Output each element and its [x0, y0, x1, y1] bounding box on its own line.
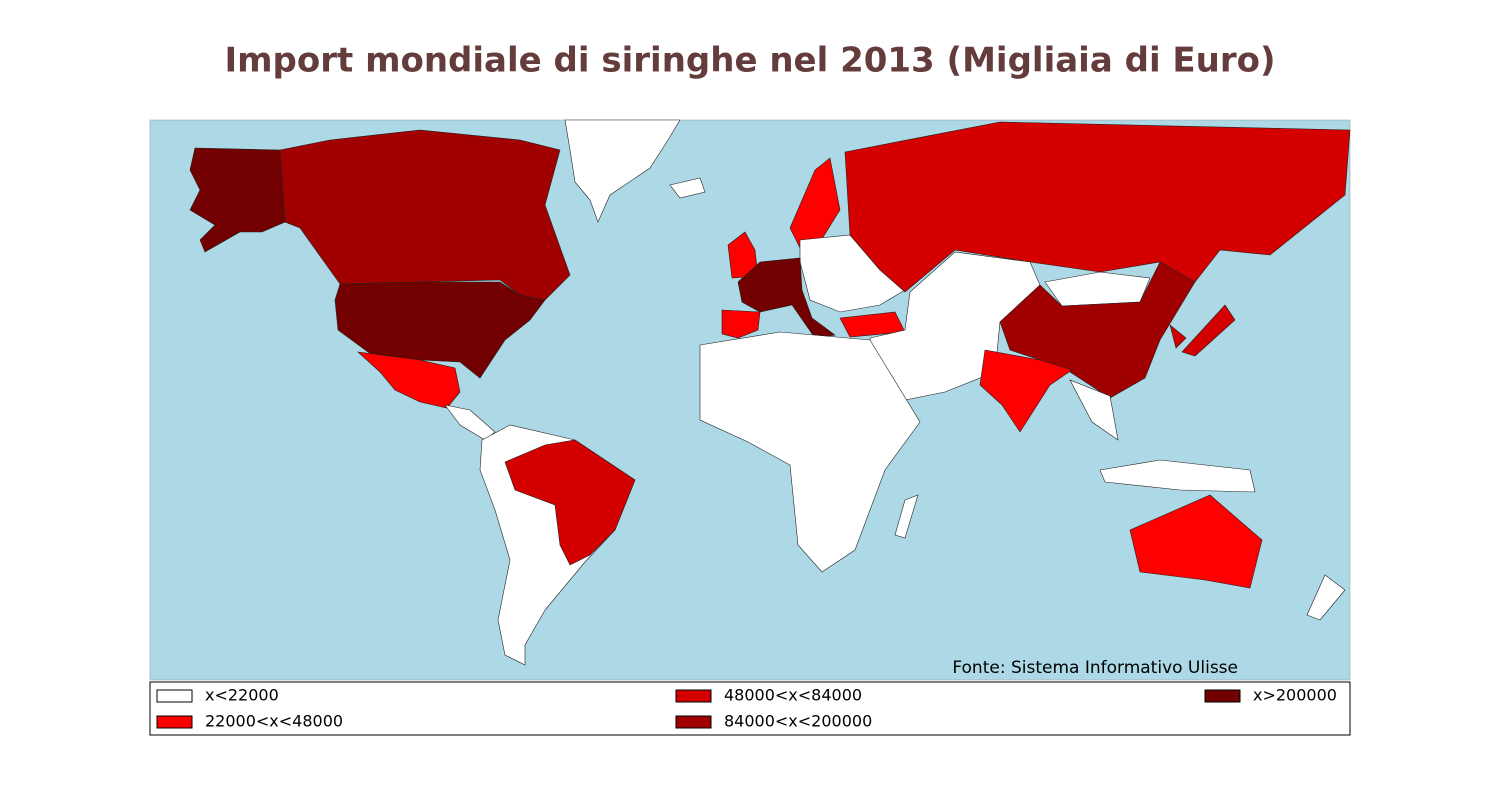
legend-label: 48000<x<84000: [724, 686, 862, 705]
western-europe: [737, 257, 836, 339]
legend-swatch: [675, 689, 712, 703]
brazil: [504, 439, 636, 566]
australia: [1129, 494, 1263, 589]
indonesia: [1099, 459, 1256, 493]
iceland: [669, 177, 706, 199]
africa: [699, 331, 921, 573]
legend-box: [149, 681, 1351, 736]
uk: [727, 231, 759, 279]
legend-label: x>200000: [1253, 686, 1337, 705]
legend-swatch: [156, 715, 193, 729]
usa: [334, 281, 546, 379]
countries: [189, 119, 1351, 666]
madagascar: [894, 494, 919, 539]
greenland: [564, 119, 681, 223]
japan: [1181, 304, 1236, 357]
legend-swatch: [1204, 689, 1241, 703]
source-note: Fonte: Sistema Informativo Ulisse: [952, 658, 1238, 678]
legend-label: 84000<x<200000: [724, 712, 872, 731]
legend-label: 22000<x<48000: [205, 712, 343, 731]
southeast-asia: [1069, 379, 1119, 441]
legend-swatch: [675, 715, 712, 729]
legend: x<22000 22000<x<48000 48000<x<84000 84000<x…: [156, 686, 1337, 731]
legend-swatch: [156, 689, 193, 703]
new-zealand: [1306, 574, 1346, 621]
korea: [1169, 324, 1187, 349]
india: [979, 349, 1073, 433]
mongolia: [1044, 271, 1151, 307]
title: Import mondiale di siringhe nel 2013 (Mi…: [224, 41, 1275, 81]
legend-label: x<22000: [205, 686, 279, 705]
spain: [721, 309, 761, 339]
